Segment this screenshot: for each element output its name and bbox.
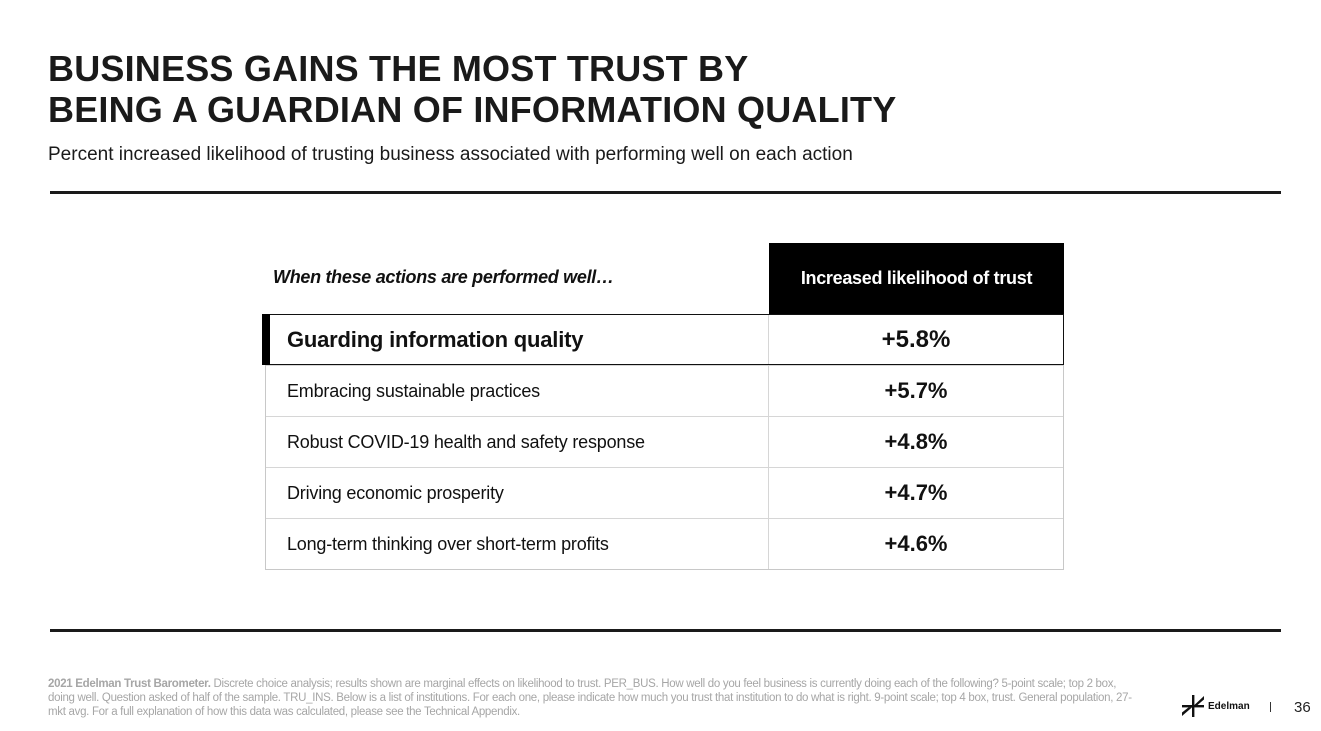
top-divider xyxy=(50,191,1281,194)
table-row-highlighted: Guarding information quality +5.8% xyxy=(262,314,1064,365)
table-row: Embracing sustainable practices +5.7% xyxy=(266,365,1063,416)
logo-wordmark: Edelman xyxy=(1208,700,1250,712)
table-header: When these actions are performed well… I… xyxy=(265,243,1064,314)
title-line-2: BEING A GUARDIAN OF INFORMATION QUALITY xyxy=(48,89,897,130)
edelman-logo-icon xyxy=(1182,695,1204,717)
table-row: Long-term thinking over short-term profi… xyxy=(266,518,1063,569)
column-header-likelihood: Increased likelihood of trust xyxy=(769,243,1064,314)
source-footnote: 2021 Edelman Trust Barometer. Discrete c… xyxy=(48,677,1143,719)
footer-separator xyxy=(1270,702,1271,712)
row-value: +4.7% xyxy=(884,480,948,505)
footnote-source-title: 2021 Edelman Trust Barometer. xyxy=(48,678,211,690)
row-action-label: Embracing sustainable practices xyxy=(266,366,769,416)
row-action-label: Guarding information quality xyxy=(266,315,769,364)
row-action-label: Driving economic prosperity xyxy=(266,468,769,518)
row-value: +4.8% xyxy=(884,429,948,454)
table-row: Robust COVID-19 health and safety respon… xyxy=(266,416,1063,467)
column-header-action: When these actions are performed well… xyxy=(273,267,614,287)
title-line-1: BUSINESS GAINS THE MOST TRUST BY xyxy=(48,48,749,89)
page-number: 36 xyxy=(1294,699,1311,716)
row-value: +5.8% xyxy=(881,325,951,353)
row-action-label: Robust COVID-19 health and safety respon… xyxy=(266,417,769,467)
bottom-divider xyxy=(50,629,1281,632)
row-value: +5.7% xyxy=(884,378,948,403)
footnote-text: Discrete choice analysis; results shown … xyxy=(48,678,1132,718)
trust-drivers-table: When these actions are performed well… I… xyxy=(262,243,1064,570)
row-value: +4.6% xyxy=(884,531,948,556)
page-title: BUSINESS GAINS THE MOST TRUST BY BEING A… xyxy=(48,48,896,130)
table-body: Guarding information quality +5.8% Embra… xyxy=(262,314,1064,570)
table-row: Driving economic prosperity +4.7% xyxy=(266,467,1063,518)
edelman-logo: Edelman xyxy=(1181,694,1250,718)
row-action-label: Long-term thinking over short-term profi… xyxy=(266,519,769,569)
page-subtitle: Percent increased likelihood of trusting… xyxy=(48,144,853,165)
